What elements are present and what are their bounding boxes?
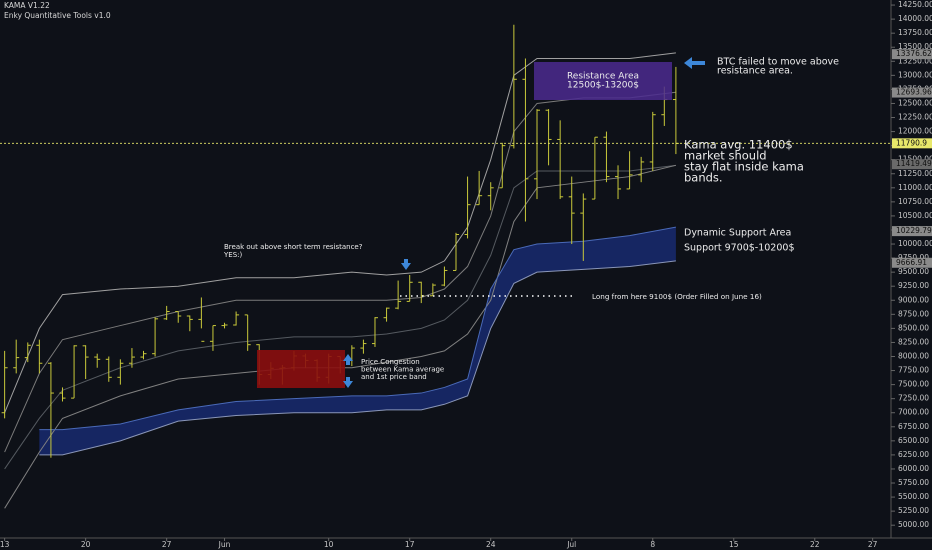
y-tick-label: 10500.00 [898, 211, 932, 220]
x-tick-label: 13 [0, 540, 10, 549]
price-label: 12693.96 [896, 88, 932, 97]
resistance-box [534, 62, 672, 100]
y-tick-label: 8250.00 [898, 337, 929, 346]
y-tick-label: 14250.00 [898, 0, 932, 9]
arrow [343, 377, 353, 388]
annotation: resistance area. [717, 66, 793, 77]
y-tick-label: 13000.00 [898, 70, 932, 79]
annotation: 12500$-13200$ [567, 81, 639, 91]
y-tick-label: 7750.00 [898, 366, 929, 375]
y-tick-label: 10000.00 [898, 239, 932, 248]
y-tick-label: 11500.00 [898, 155, 932, 164]
chart-subtitle: Enky Quantitative Tools v1.0 [4, 11, 111, 20]
y-tick-label: 14000.00 [898, 14, 932, 23]
x-tick-label: 27 [162, 540, 172, 549]
y-tick-label: 6000.00 [898, 464, 929, 473]
y-tick-label: 7000.00 [898, 408, 929, 417]
annotation: BTC failed to move above [717, 57, 839, 68]
annotation: Resistance Area [567, 72, 639, 82]
band-line [4, 164, 677, 509]
band-line [4, 52, 676, 413]
price-label: 11790.9 [896, 138, 927, 147]
arrow [401, 259, 411, 270]
x-tick-label: 8 [650, 540, 655, 549]
y-tick-label: 7250.00 [898, 394, 929, 403]
y-tick-label: 12000.00 [898, 127, 932, 136]
annotation: stay flat inside kama [684, 160, 804, 174]
y-tick-label: 6500.00 [898, 436, 929, 445]
y-tick-label: 10750.00 [898, 197, 932, 206]
arrow [343, 354, 353, 365]
y-tick-label: 9000.00 [898, 295, 929, 304]
price-label-box [892, 138, 932, 149]
y-tick-label: 6250.00 [898, 450, 929, 459]
x-tick-label: 22 [810, 540, 820, 549]
y-tick-label: 11250.00 [898, 169, 932, 178]
price-label: 9666.91 [896, 258, 927, 267]
y-tick-label: 8750.00 [898, 309, 929, 318]
band-line [4, 91, 676, 453]
y-tick-label: 8000.00 [898, 352, 929, 361]
y-tick-label: 13250.00 [898, 56, 932, 65]
price-label-box [892, 49, 932, 60]
y-tick-label: 5250.00 [898, 506, 929, 515]
price-label: 11419.49 [896, 159, 932, 168]
x-tick-label: 17 [405, 540, 415, 549]
plot [1, 24, 679, 509]
x-tick-label: 20 [81, 540, 91, 549]
annotation: Price Congestion [361, 358, 420, 366]
y-tick-label: 9250.00 [898, 281, 929, 290]
x-tick-label: 15 [729, 540, 739, 549]
band-line [39, 226, 676, 431]
x-tick-label: 10 [324, 540, 334, 549]
congestion-box [257, 350, 345, 388]
y-tick-label: 12500.00 [898, 98, 932, 107]
annotation: Support 9700$-10200$ [684, 243, 795, 254]
x-tick-label: Jul [566, 540, 576, 549]
annotation: Long from here 9100$ (Order Filled on Ju… [592, 292, 762, 301]
annotation: Break out above short term resistance? [224, 243, 363, 251]
band-line [4, 164, 676, 470]
y-tick-label: 11000.00 [898, 183, 932, 192]
x-tick-label: 27 [868, 540, 878, 549]
y-tick-label: 13750.00 [898, 28, 932, 37]
annotation: bands. [684, 171, 723, 185]
annotation: Dynamic Support Area [684, 228, 791, 239]
arrow [684, 57, 705, 69]
annotation: market should [684, 149, 767, 163]
support-band [39, 227, 676, 455]
chart-title: KAMA V1.22 [4, 1, 50, 10]
y-tick-label: 8500.00 [898, 323, 929, 332]
arrows [343, 57, 705, 388]
y-tick-label: 5500.00 [898, 492, 929, 501]
annotation: Kama avg. 11400$ [684, 138, 793, 152]
y-tick-label: 12250.00 [898, 113, 932, 122]
price-label: 13376.62 [896, 49, 932, 58]
y-tick-label: 9750.00 [898, 253, 929, 262]
y-tick-label: 5000.00 [898, 520, 929, 529]
x-tick-label: 24 [486, 540, 496, 549]
y-tick-label: 6750.00 [898, 422, 929, 431]
price-label-box [892, 226, 932, 237]
y-tick-label: 13500.00 [898, 42, 932, 51]
annotation: and 1st price band [361, 373, 427, 381]
y-tick-label: 5750.00 [898, 478, 929, 487]
band-line [39, 260, 676, 456]
y-tick-label: 9500.00 [898, 267, 929, 276]
price-label-box [892, 257, 932, 268]
annotation: between Kama average [361, 366, 444, 374]
price-label-box [892, 159, 932, 170]
y-tick-label: 7500.00 [898, 380, 929, 389]
price-label-box [892, 87, 932, 98]
price-label: 10229.79 [896, 226, 932, 235]
x-tick-label: Jun [218, 540, 231, 549]
annotation: YES:) [223, 251, 243, 259]
